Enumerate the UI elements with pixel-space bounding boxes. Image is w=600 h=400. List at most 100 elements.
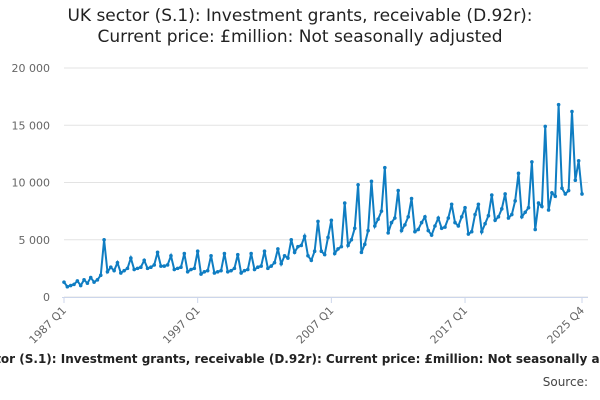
data-point [560, 186, 564, 191]
data-point [215, 270, 220, 274]
data-point [222, 251, 227, 256]
data-point [192, 266, 197, 271]
data-point [282, 253, 287, 258]
data-point [108, 265, 113, 270]
data-point [436, 216, 441, 220]
data-point [262, 249, 267, 253]
data-point [446, 216, 451, 220]
data-point [142, 258, 147, 263]
data-point [473, 212, 477, 217]
data-point [533, 227, 538, 232]
data-point [88, 275, 93, 280]
data-point [169, 253, 173, 258]
data-point [269, 264, 274, 268]
y-tick-label: 20 000 [12, 62, 51, 75]
data-point [92, 280, 96, 284]
data-point [352, 226, 357, 231]
data-point [266, 266, 270, 271]
data-point [185, 270, 190, 274]
data-point [443, 225, 447, 229]
data-point [563, 192, 568, 196]
data-point [179, 265, 183, 270]
data-point [493, 218, 497, 223]
data-point [296, 244, 300, 249]
data-point [82, 278, 86, 282]
data-point [393, 216, 397, 220]
data-point [272, 260, 277, 265]
data-point [580, 192, 584, 196]
data-point [506, 216, 511, 220]
data-point [259, 264, 263, 268]
data-point [479, 229, 484, 234]
data-point [189, 267, 193, 272]
data-point [105, 270, 110, 274]
data-point [279, 261, 284, 266]
data-point [75, 279, 80, 283]
data-point [499, 207, 504, 211]
data-point [376, 217, 380, 221]
data-point [570, 109, 574, 114]
data-point [202, 270, 207, 274]
data-point [339, 244, 344, 249]
data-point [536, 201, 541, 205]
data-point [496, 215, 501, 219]
x-tick-label: 1997 Q1 [160, 304, 203, 347]
footer-title: UK sector (S.1): Investment grants, rece… [0, 352, 600, 366]
data-point [115, 260, 120, 265]
data-point [523, 210, 527, 215]
data-point [225, 270, 230, 274]
data-point [332, 251, 337, 256]
data-point [316, 219, 320, 224]
data-point [98, 273, 103, 278]
data-point [336, 247, 340, 251]
data-point [309, 258, 314, 263]
data-point [566, 188, 571, 193]
data-point [369, 179, 374, 184]
data-point [449, 202, 454, 207]
y-tick-label: 15 000 [12, 119, 51, 132]
data-point [416, 227, 421, 232]
data-point [152, 263, 157, 267]
data-point [78, 283, 83, 288]
data-point [329, 218, 334, 223]
source: Source: [542, 375, 588, 389]
data-point [526, 205, 531, 210]
data-point [476, 202, 481, 207]
data-point [119, 271, 123, 275]
data-point [68, 283, 73, 288]
data-point [276, 247, 280, 251]
chart-title: UK sector (S.1): Investment grants, rece… [67, 6, 533, 47]
data-point [366, 228, 370, 233]
data-point [145, 266, 150, 271]
data-point [312, 249, 317, 253]
data-point [122, 268, 126, 273]
data-point [409, 196, 414, 201]
data-line [63, 104, 583, 288]
data-point [162, 264, 167, 268]
data-point [510, 212, 514, 217]
data-point [516, 171, 521, 176]
data-point [129, 256, 133, 260]
data-point [322, 252, 327, 257]
data-point [503, 192, 507, 196]
data-point [556, 102, 561, 107]
data-point [546, 208, 551, 212]
data-point [459, 215, 464, 219]
data-point [540, 204, 544, 209]
data-point [553, 194, 558, 199]
data-point [252, 267, 257, 272]
data-point [379, 209, 384, 213]
data-point [466, 232, 471, 236]
data-point [125, 266, 130, 271]
x-tick-label: 1987 Q1 [27, 304, 70, 347]
data-point [426, 228, 431, 233]
data-point [159, 264, 163, 268]
data-point [292, 250, 297, 255]
data-point [489, 193, 494, 197]
x-tick-label: 2025 Q4 [545, 304, 588, 347]
data-point [219, 268, 223, 273]
data-point [486, 213, 491, 218]
data-point [413, 229, 417, 234]
